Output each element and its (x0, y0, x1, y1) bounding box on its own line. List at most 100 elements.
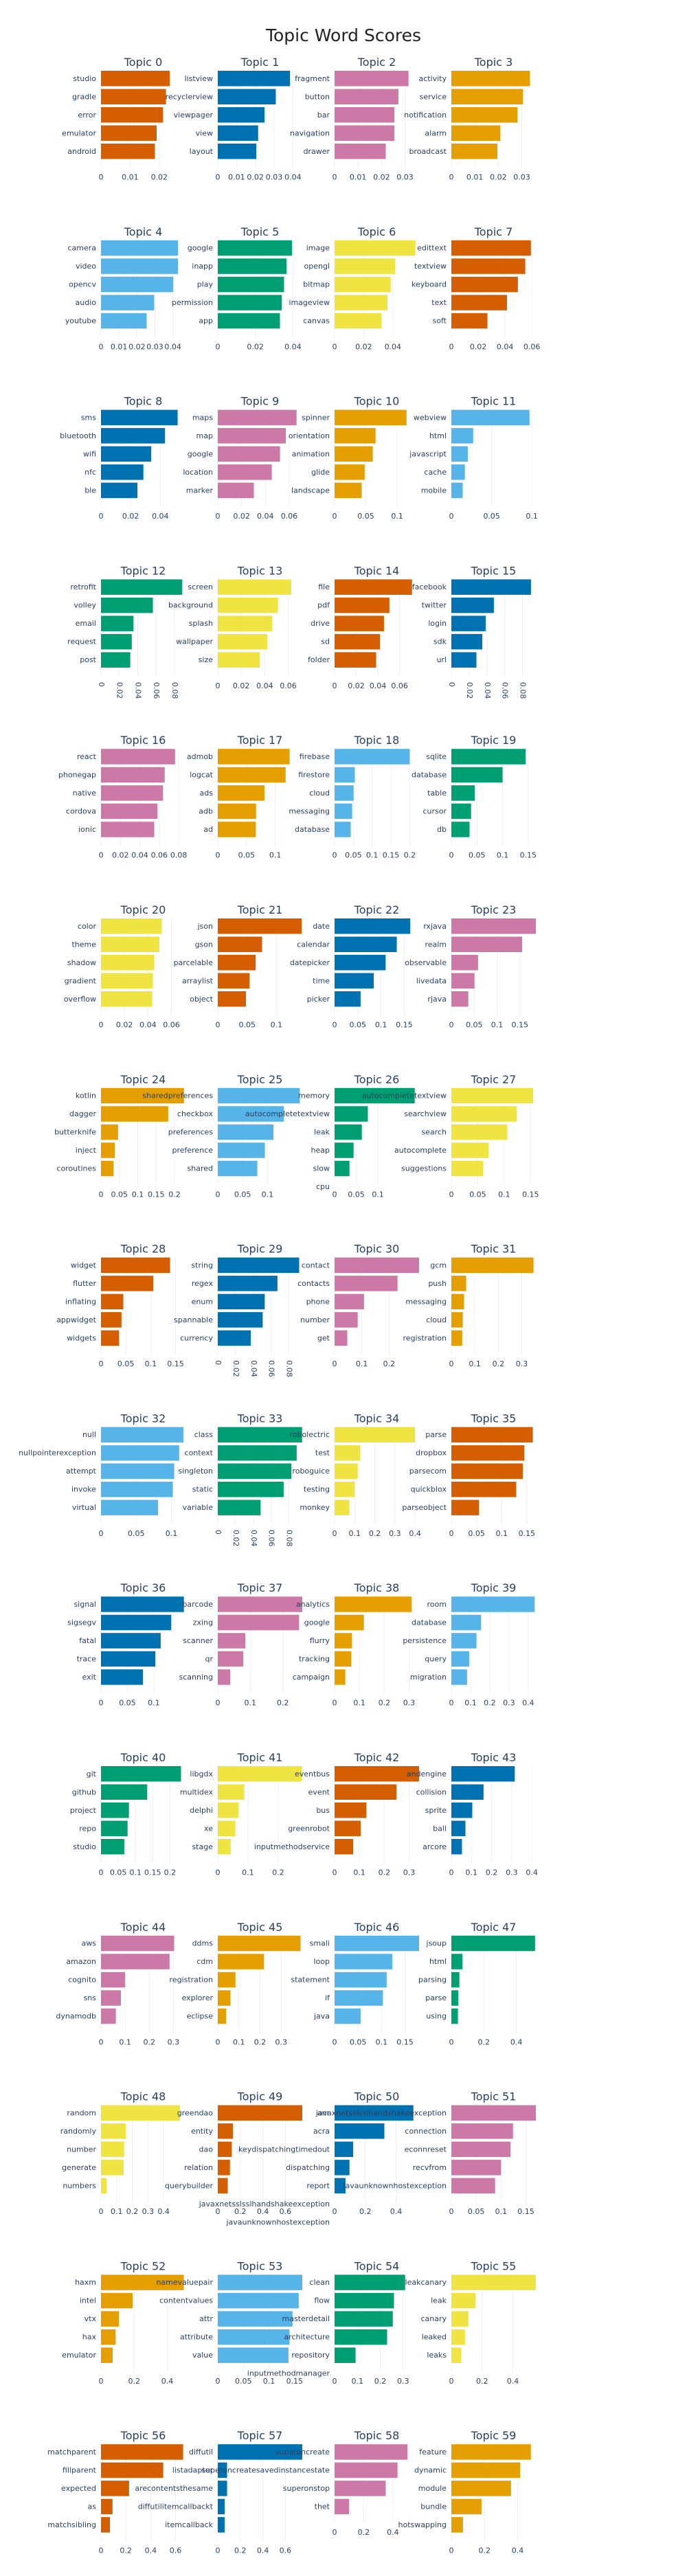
word-label: trace (77, 1654, 97, 1663)
bar (335, 240, 416, 256)
word-label: singleton (178, 1467, 213, 1476)
x-tick-label: 0 (216, 173, 221, 182)
x-tick-label: 0.05 (238, 1021, 256, 1030)
bar (218, 1596, 302, 1612)
bar (101, 973, 153, 988)
bar (101, 428, 166, 444)
word-label: app (199, 317, 213, 326)
x-tick-label: 0.2 (164, 1868, 177, 1877)
bar (218, 1971, 236, 1988)
bar (218, 1481, 284, 1498)
word-label: number (67, 2145, 96, 2154)
word-label: inapp (192, 262, 213, 271)
subplot-topic-31: Topic 31 0 0.1 0.2 0.3 gcm push messaging cloud r… (403, 1243, 534, 1368)
x-tick-label: 0.1 (145, 1359, 157, 1368)
x-tick-label: 0.4 (257, 2546, 269, 2555)
subplot-topic-39: Topic 39 0 0.1 0.2 0.3 0.4 room database persist… (403, 1581, 535, 1708)
word-label: javaunknownhostexception (342, 2181, 447, 2190)
x-tick-label: 0.15 (286, 2377, 304, 2386)
bar (218, 803, 256, 820)
word-label: greenrobot (288, 1824, 330, 1833)
word-label: superonstop (283, 2484, 330, 2493)
subplot-topic-43: Topic 43 0 0.1 0.2 0.3 0.4 andengine collision s… (407, 1751, 538, 1877)
bar (101, 2141, 124, 2158)
x-tick-label: 0.4 (161, 2377, 174, 2386)
word-label: inflating (65, 1297, 96, 1306)
word-label: autocompletetextview (245, 1109, 330, 1118)
word-label: relation (184, 2163, 213, 2172)
x-tick-label: 0.01 (111, 342, 128, 351)
x-tick-label: 0 (447, 682, 456, 687)
word-label: native (73, 789, 97, 798)
x-tick-label: 0.2 (404, 851, 416, 860)
bar (335, 295, 387, 310)
x-tick-label: 0.1 (491, 1021, 504, 1030)
bar (101, 822, 155, 837)
word-label: request (67, 637, 97, 646)
bar (335, 1633, 352, 1649)
bar (335, 1669, 346, 1685)
x-tick-label: 0.2 (478, 2546, 491, 2555)
bar (451, 803, 471, 820)
x-tick-label: 0.01 (228, 173, 245, 182)
subplot-title: Topic 29 (237, 1243, 283, 1256)
bar (335, 107, 395, 123)
bar (335, 464, 365, 480)
x-tick-label: 0 (333, 1529, 337, 1538)
word-label: cdm (196, 1957, 213, 1966)
bar (335, 822, 351, 837)
x-tick-label: 0.02 (470, 342, 487, 351)
bar (218, 1142, 265, 1158)
subplot-topic-42: Topic 420 0.1 0.2 0.3eventbuseventbusgreenr… (254, 1751, 419, 1877)
x-tick-label: 0.04 (483, 682, 492, 699)
word-label: numbers (63, 2181, 96, 2190)
bar (451, 2462, 521, 2478)
bar (335, 2292, 394, 2309)
word-label: background (168, 601, 213, 610)
x-tick-label: 0 (216, 681, 221, 690)
subplot-topic-34: Topic 34 0 0.1 0.2 0.3 0.4 robolectric test robo… (289, 1412, 420, 1538)
word-label: qr (205, 1654, 213, 1663)
word-label: scanning (179, 1673, 213, 1682)
word-label: image (306, 244, 330, 253)
word-label: dao (199, 2145, 214, 2154)
bar (335, 258, 396, 274)
word-label: file (318, 583, 330, 591)
x-tick-label: 0.02 (373, 173, 390, 182)
x-tick-label: 0 (449, 1529, 454, 1538)
x-tick-label: 0.1 (376, 2037, 388, 2046)
word-label: service (420, 92, 447, 101)
word-label: studio (73, 1842, 96, 1851)
word-label: phonegap (58, 770, 96, 779)
bar (335, 803, 352, 820)
x-tick-label: 0.1 (356, 1359, 368, 1368)
x-tick-label: 0.2 (126, 2207, 139, 2216)
word-label: messaging (289, 806, 330, 815)
subplot-topic-1: Topic 1 0 0.01 0.02 0.03 0.04 listview recycler… (166, 56, 302, 182)
bar (335, 409, 407, 426)
subplot-topic-7: Topic 7 0 0.02 0.04 0.06 edittext textview keyb… (412, 225, 540, 352)
word-label: query (425, 1654, 447, 1663)
subplot-topic-20: Topic 20 0 0.02 0.04 0.06 color theme shadow gra… (64, 903, 180, 1030)
x-tick-label: 0.15 (511, 1021, 528, 1030)
x-tick-label: 0.2 (359, 2207, 372, 2216)
bar (451, 973, 475, 988)
bar (218, 1990, 231, 2006)
word-label: room (427, 1600, 447, 1609)
bar (101, 258, 179, 274)
bar (101, 1935, 174, 1952)
bar (218, 955, 256, 971)
x-tick-label: 0 (216, 2546, 221, 2555)
bar (451, 1312, 463, 1328)
word-label: flutter (73, 1279, 96, 1288)
x-tick-label: 0 (214, 1360, 223, 1365)
bar (451, 71, 530, 87)
word-label: memory (298, 1092, 330, 1100)
bar (218, 2462, 227, 2478)
subplot-topic-35: Topic 35 0 0.05 0.1 0.15 parse dropbox parsecom… (402, 1412, 535, 1538)
x-tick-label: 0 (216, 2037, 221, 2046)
word-label: inputmethodservice (254, 1842, 330, 1851)
word-label: preferences (168, 1128, 214, 1137)
x-tick-label: 0.05 (357, 512, 374, 521)
bar (335, 1935, 419, 1952)
